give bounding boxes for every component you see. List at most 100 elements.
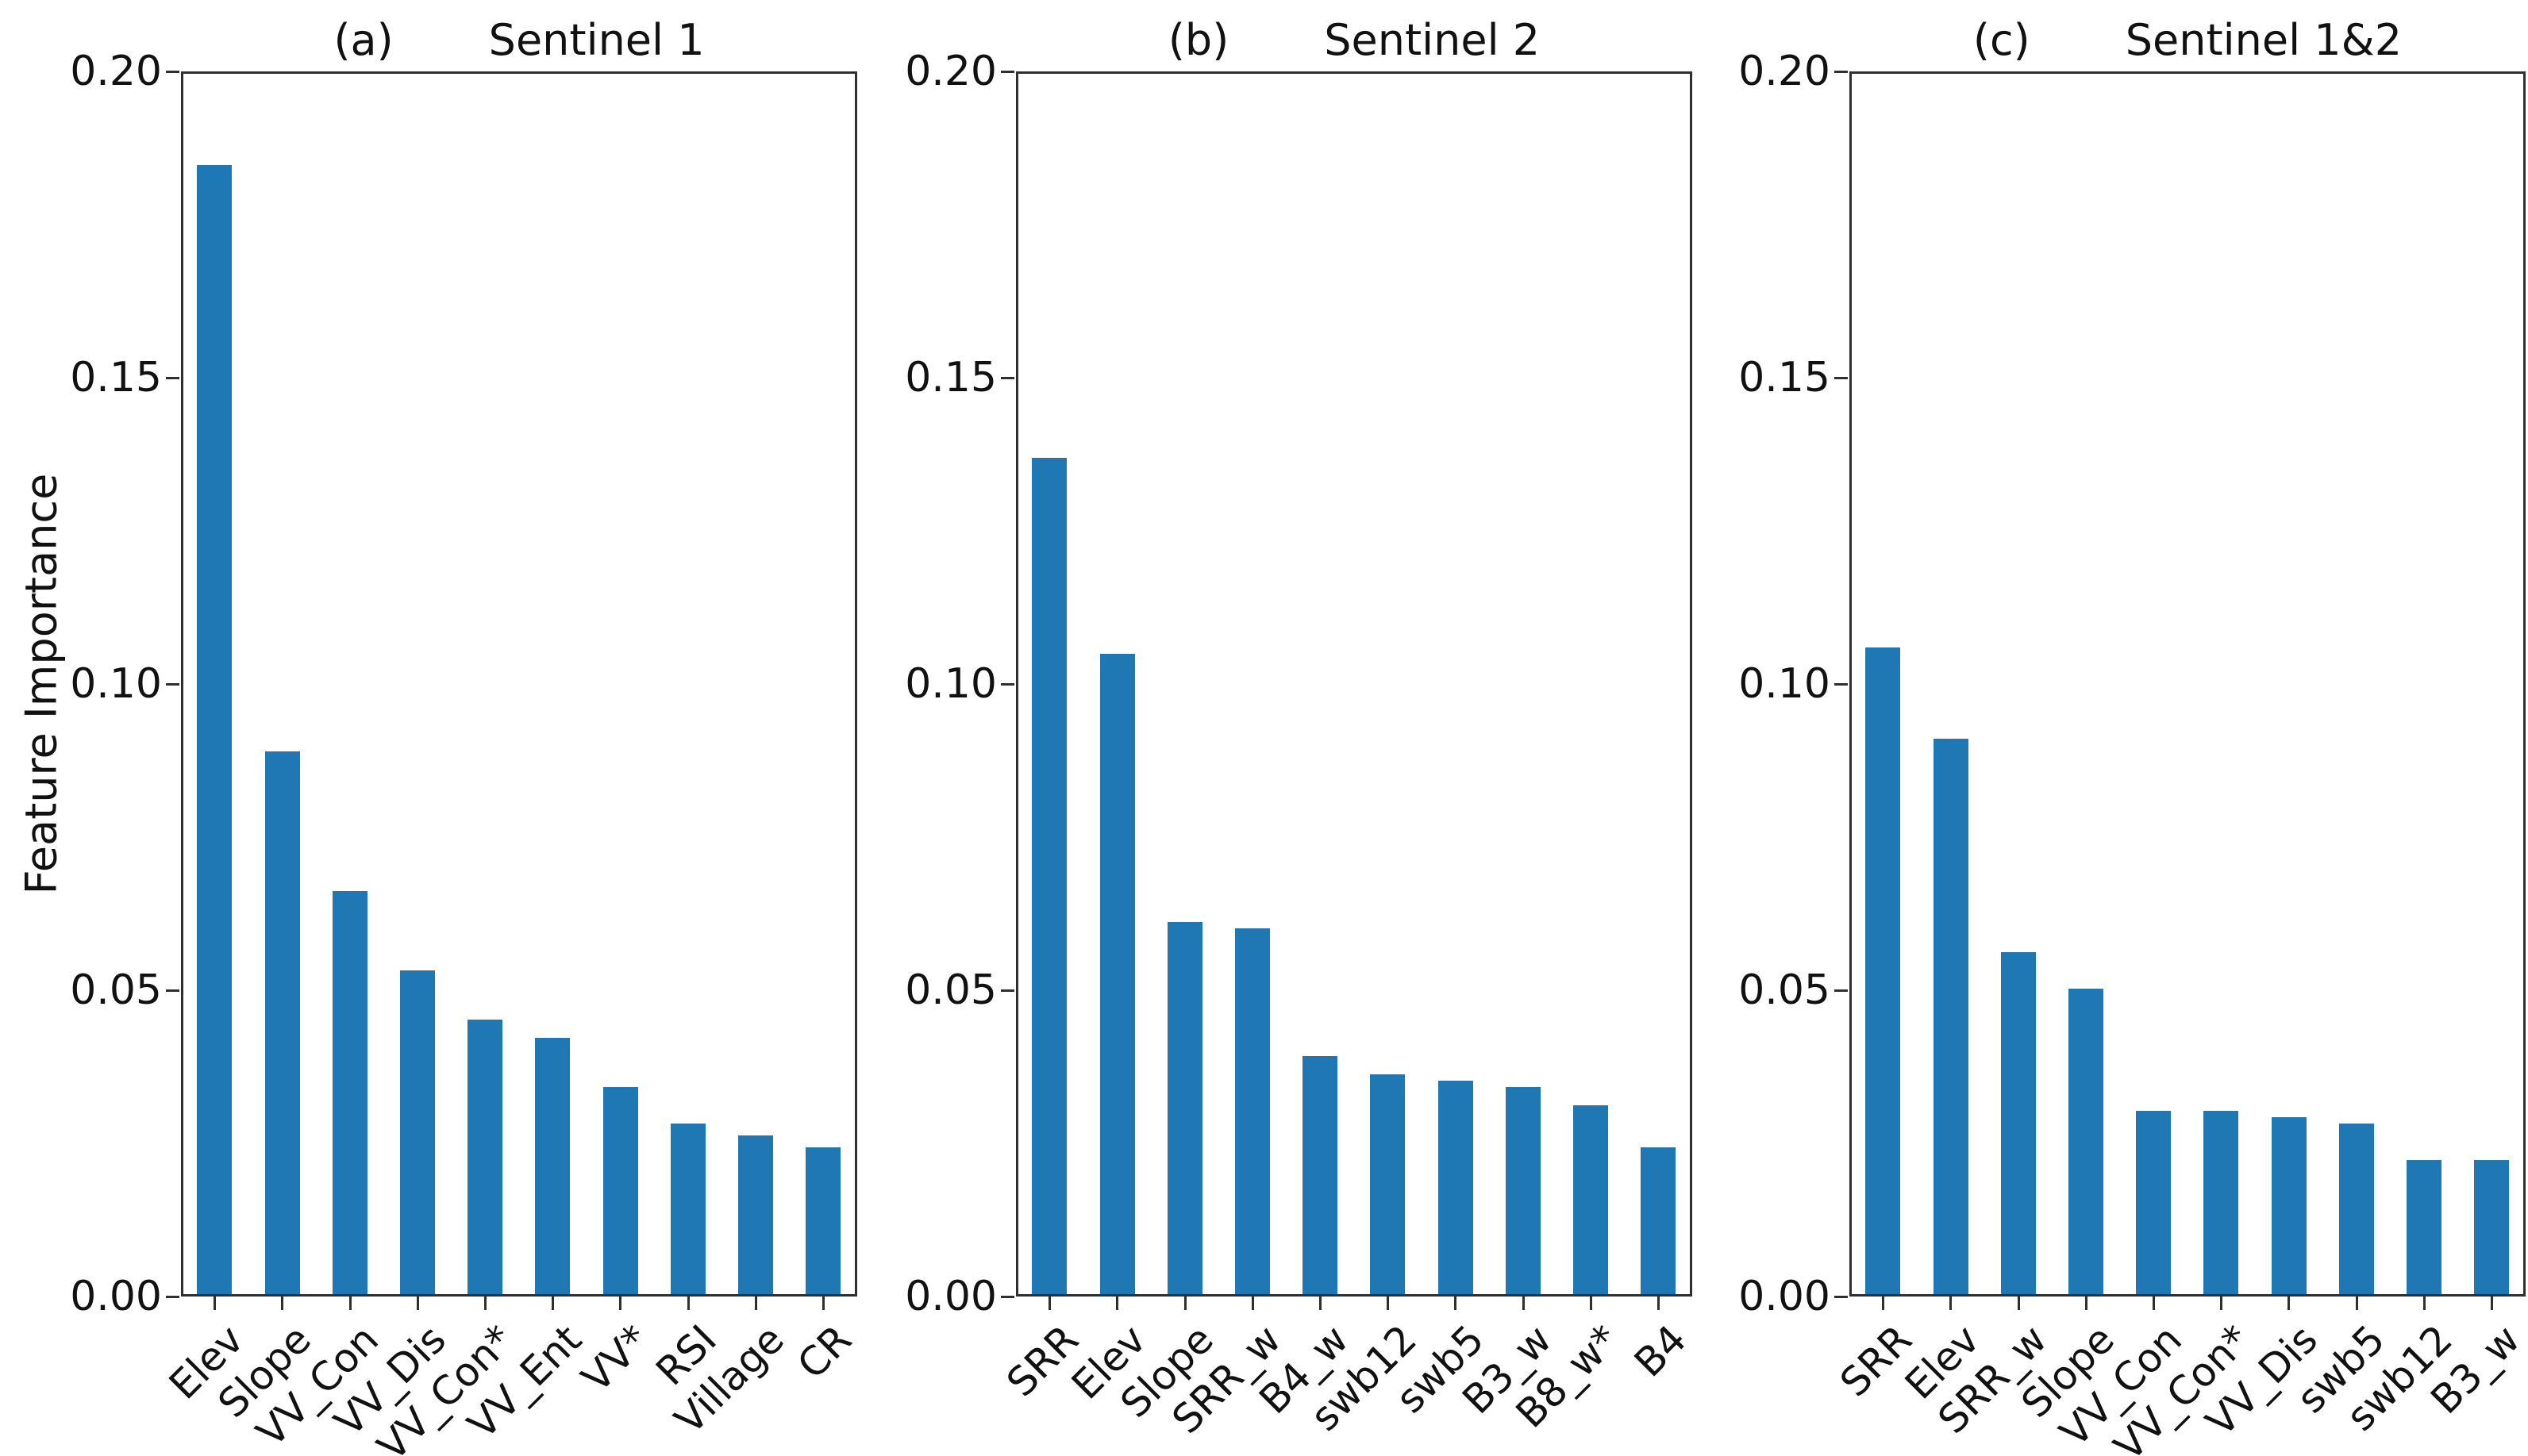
y-tick <box>166 377 179 379</box>
x-tick <box>349 1297 352 1310</box>
x-tick <box>2423 1297 2426 1310</box>
bar-Slope <box>2068 989 2103 1294</box>
x-tick <box>552 1297 554 1310</box>
bar-VV* <box>603 1087 638 1294</box>
y-tick <box>166 1296 179 1298</box>
y-tick-label: 0.10 <box>1738 660 1830 708</box>
x-tick <box>417 1297 419 1310</box>
y-tick-label: 0.00 <box>1738 1273 1830 1320</box>
bar-B4_w <box>1302 1056 1337 1294</box>
bar-SRR <box>1865 647 1900 1294</box>
bar-Elev <box>1934 739 1968 1294</box>
y-tick <box>1001 71 1014 73</box>
bar-VV_Dis <box>400 970 435 1294</box>
y-tick-label: 0.20 <box>1738 48 1830 95</box>
bar-VV_Con* <box>468 1020 502 1294</box>
y-tick-label: 0.10 <box>70 660 162 708</box>
bar-B3_w <box>2474 1160 2509 1294</box>
bar-SRR <box>1032 458 1067 1294</box>
x-tick <box>214 1297 216 1310</box>
x-tick <box>1116 1297 1118 1310</box>
plot-area <box>1849 71 2526 1297</box>
x-tick <box>822 1297 825 1310</box>
y-tick-label: 0.15 <box>70 354 162 401</box>
bar-Elev <box>1100 654 1135 1294</box>
x-tick <box>1882 1297 1884 1310</box>
bar-B8_w* <box>1573 1105 1608 1294</box>
bar-RSI <box>671 1124 706 1294</box>
x-tick <box>484 1297 487 1310</box>
plot-area <box>181 71 857 1297</box>
bar-Village <box>738 1135 773 1294</box>
x-tick <box>687 1297 690 1310</box>
y-tick <box>1001 683 1014 686</box>
x-tick <box>2491 1297 2493 1310</box>
y-tick-label: 0.00 <box>905 1273 997 1320</box>
y-tick-label: 0.05 <box>70 966 162 1014</box>
x-tick <box>1949 1297 1952 1310</box>
y-tick-label: 0.05 <box>905 966 997 1014</box>
x-tick <box>2356 1297 2358 1310</box>
panel-letter: (a) <box>333 15 394 65</box>
bar-B4 <box>1641 1147 1676 1294</box>
bar-CR <box>806 1147 841 1294</box>
panel-subtitle: Sentinel 2 <box>1324 15 1541 65</box>
y-tick-label: 0.00 <box>70 1273 162 1320</box>
bar-B3_w <box>1506 1087 1541 1294</box>
x-tick <box>281 1297 283 1310</box>
bar-VV_Ent <box>535 1038 570 1294</box>
x-tick <box>2085 1297 2087 1310</box>
y-tick <box>1834 1296 1848 1298</box>
x-tick <box>1049 1297 1051 1310</box>
bar-VV_Dis <box>2272 1117 2307 1294</box>
x-tick <box>1590 1297 1592 1310</box>
x-tick <box>1184 1297 1187 1310</box>
y-tick-label: 0.05 <box>1738 966 1830 1014</box>
panel-sentinel-2: (b) Sentinel 2 0.00 0.05 0.10 0.15 0.20 SRR El… <box>905 0 1695 1456</box>
y-tick-label: 0.20 <box>70 48 162 95</box>
panel-subtitle: Sentinel 1&2 <box>2125 15 2403 65</box>
y-tick-label: 0.15 <box>1738 354 1830 401</box>
panel-subtitle: Sentinel 1 <box>488 15 705 65</box>
y-tick <box>166 71 179 73</box>
bar-Slope <box>265 751 300 1294</box>
y-tick-label: 0.15 <box>905 354 997 401</box>
x-tick <box>2153 1297 2155 1310</box>
x-tick <box>1387 1297 1389 1310</box>
panel-letter: (c) <box>1972 15 2030 65</box>
bar-swb5 <box>2339 1124 2374 1294</box>
bar-swb5 <box>1438 1081 1473 1294</box>
bar-VV_Con <box>333 891 367 1294</box>
bar-swb12 <box>1370 1074 1405 1294</box>
x-tick <box>1252 1297 1254 1310</box>
x-tick <box>1657 1297 1660 1310</box>
y-tick <box>166 989 179 992</box>
bar-SRR_w <box>2001 952 2036 1294</box>
x-tick <box>1319 1297 1322 1310</box>
panel-title: (c) Sentinel 1&2 <box>1849 0 2526 62</box>
x-tick <box>619 1297 621 1310</box>
panel-title: (a) Sentinel 1 <box>181 0 857 62</box>
x-tick <box>2018 1297 2020 1310</box>
y-tick-label: 0.10 <box>905 660 997 708</box>
y-tick <box>1834 71 1848 73</box>
y-tick <box>1834 683 1848 686</box>
x-tick <box>1454 1297 1456 1310</box>
y-tick <box>1001 1296 1014 1298</box>
x-tick <box>2288 1297 2290 1310</box>
bar-VV_Con <box>2136 1111 2171 1294</box>
y-tick <box>1001 989 1014 992</box>
y-tick <box>1834 377 1848 379</box>
panel-sentinel-1-and-2: (c) Sentinel 1&2 0.00 0.05 0.10 0.15 0.20 SRR… <box>1738 0 2528 1456</box>
bar-SRR_w <box>1235 928 1270 1294</box>
y-tick <box>1001 377 1014 379</box>
x-tick <box>1522 1297 1525 1310</box>
y-tick <box>1834 989 1848 992</box>
bar-Slope <box>1168 922 1202 1294</box>
bar-VV_Con* <box>2203 1111 2238 1294</box>
y-tick-label: 0.20 <box>905 48 997 95</box>
y-tick <box>166 683 179 686</box>
x-tick <box>2220 1297 2222 1310</box>
bar-Elev <box>197 165 232 1294</box>
